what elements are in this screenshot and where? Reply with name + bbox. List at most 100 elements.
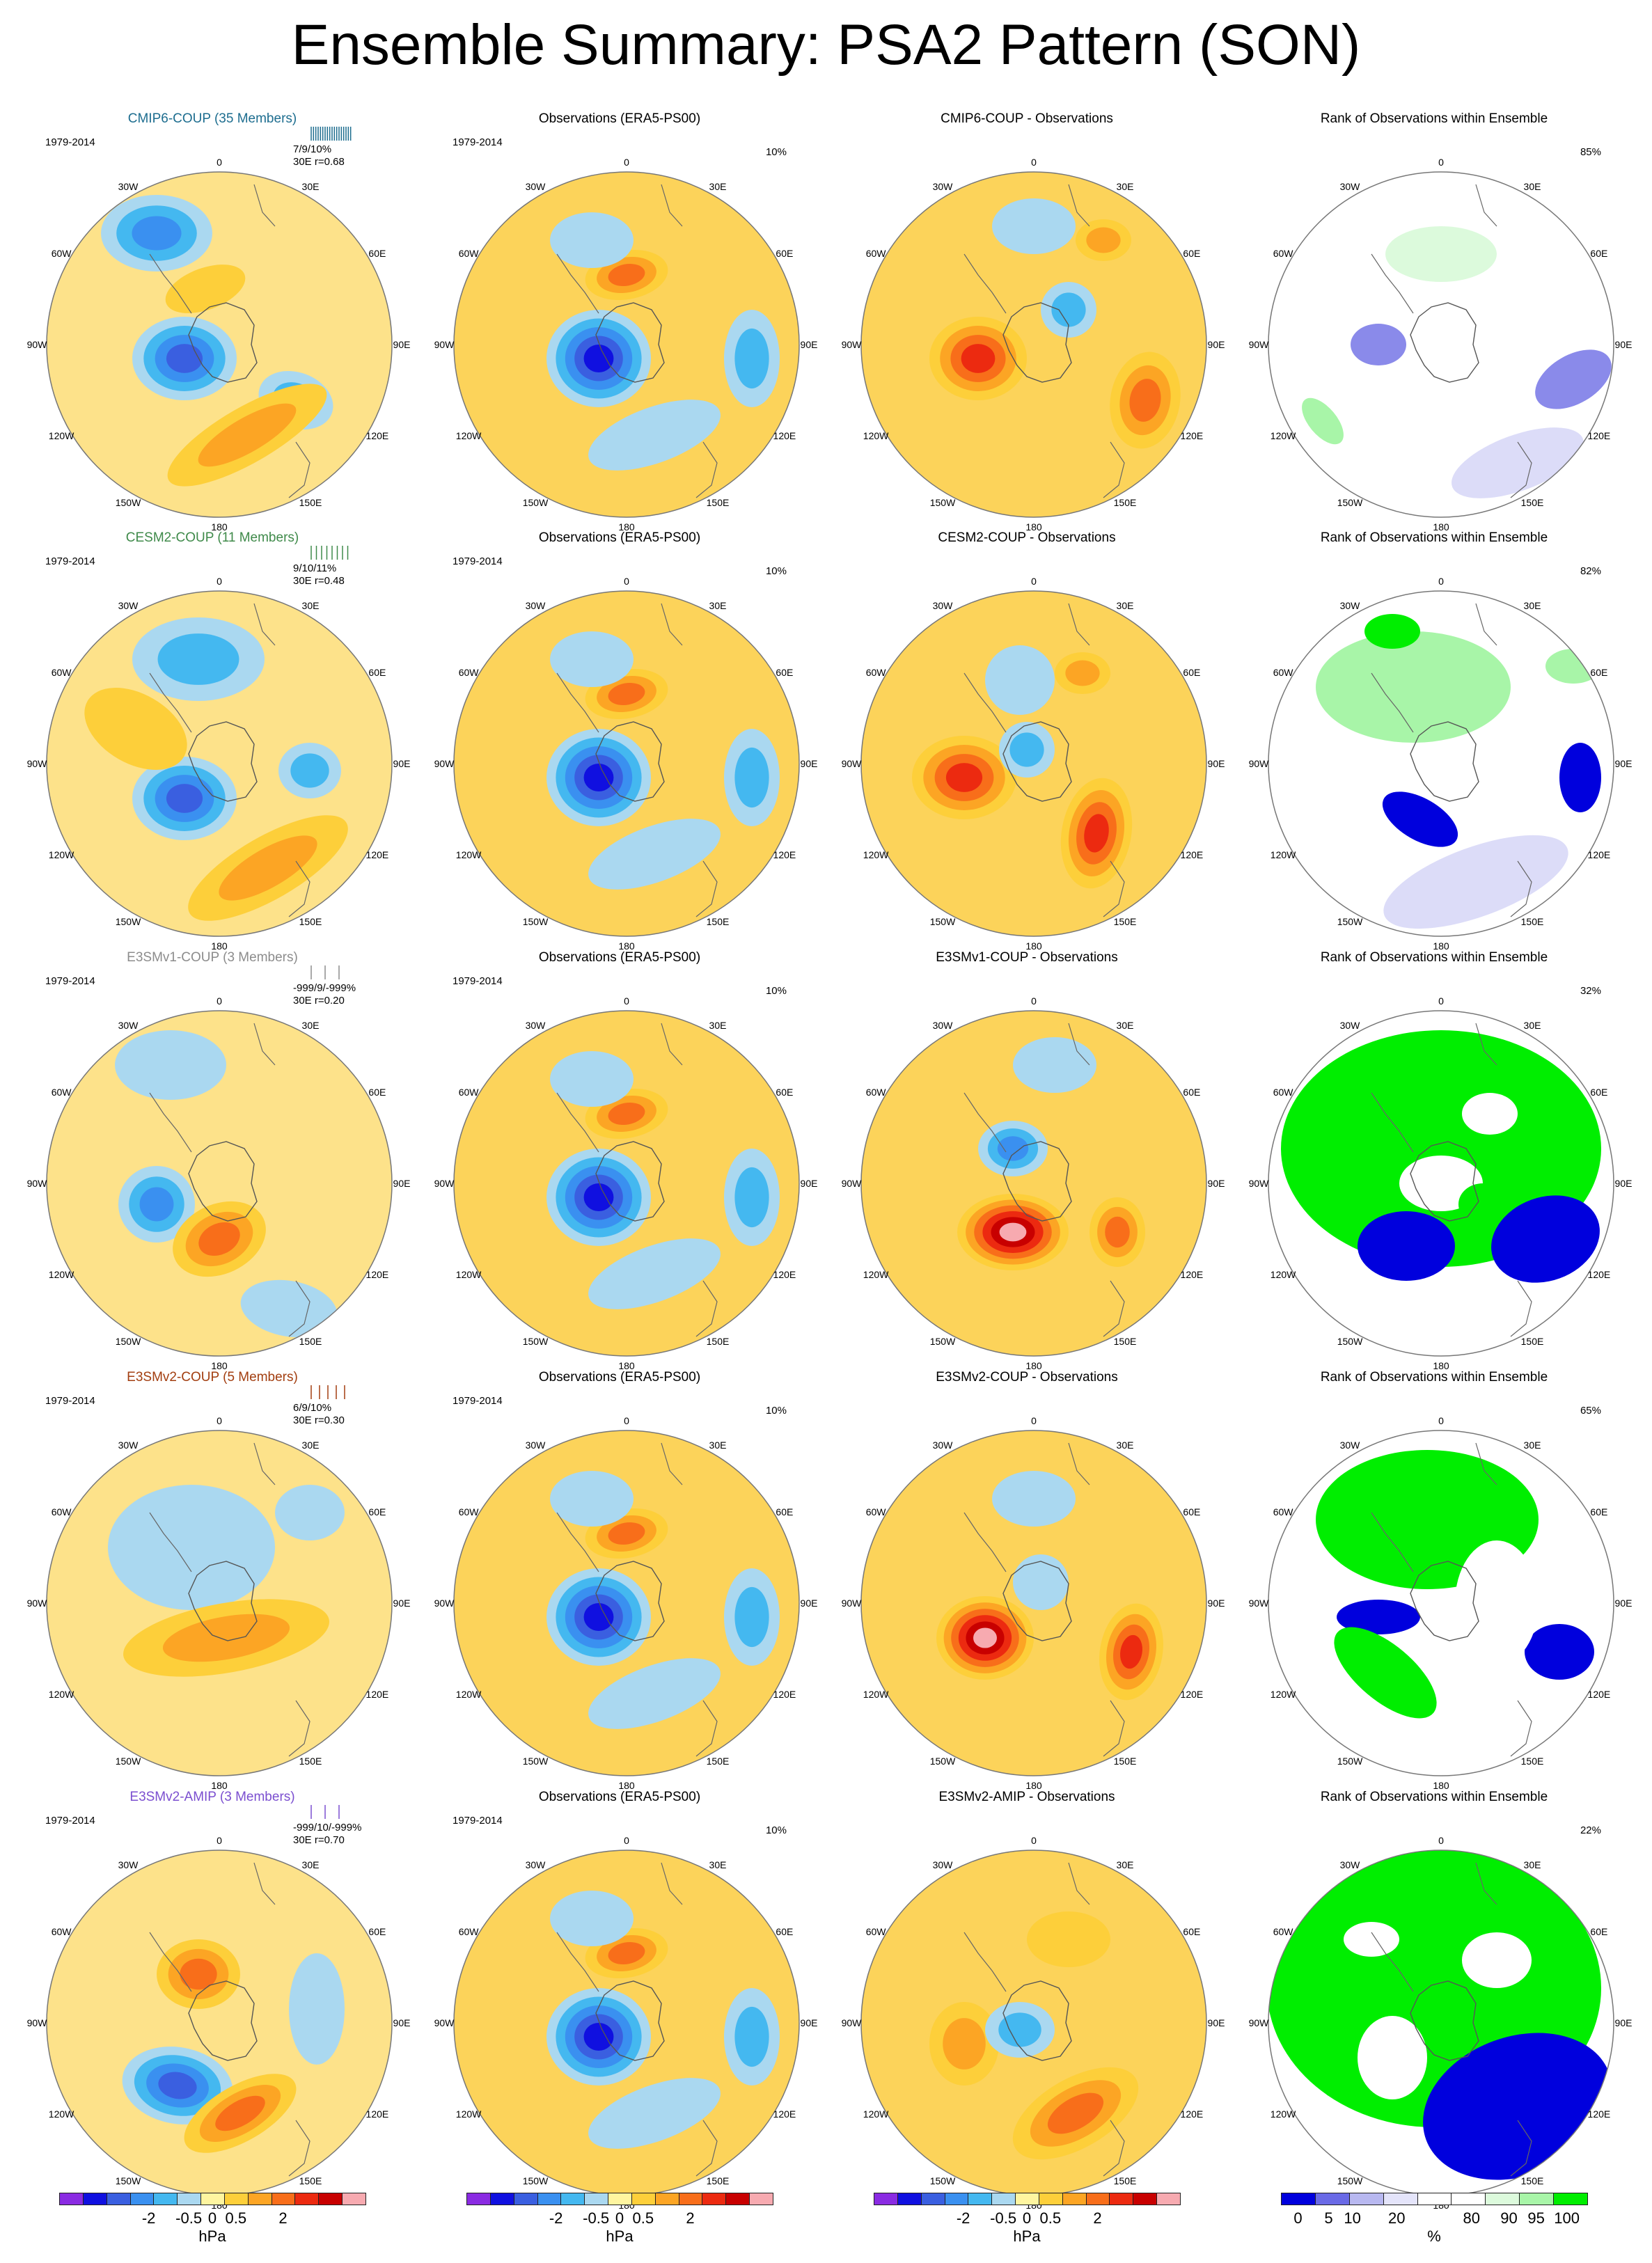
colorbar-swatch (991, 2193, 1016, 2205)
longitude-label: 120W (48, 1269, 74, 1280)
longitude-label: 60E (1183, 667, 1201, 678)
longitude-label: 120W (455, 849, 482, 860)
colorbar-swatch (513, 2193, 538, 2205)
longitude-label: 150W (929, 915, 956, 927)
longitude-label: 120E (1180, 1269, 1204, 1280)
rank-region (1358, 1211, 1455, 1281)
australia-outline (288, 1700, 310, 1757)
panel-obs-row2: Observations (ERA5-PS00) 1979-2014 10% 0 30E… (425, 530, 818, 952)
contour-band (165, 265, 246, 313)
longitude-label: 0 (624, 157, 629, 168)
rank-percent: 65% (1580, 1405, 1601, 1417)
colorbar-swatch (897, 2193, 922, 2205)
longitude-label: 120W (48, 1689, 74, 1700)
longitude-label: 30E (301, 1859, 320, 1871)
contour-band (583, 764, 614, 791)
polar-map-obs (453, 1429, 801, 1777)
contour-band (588, 400, 721, 471)
longitude-label: 60W (458, 248, 479, 259)
colorbar-swatch (920, 2193, 945, 2205)
africa-outline (1475, 603, 1497, 646)
polar-map-rank (1267, 1849, 1615, 2197)
contour-band (992, 1471, 1076, 1527)
colorbar-unit: hPa (1013, 2227, 1041, 2245)
longitude-label: 120W (863, 2108, 889, 2120)
colorbar-swatch (82, 2193, 107, 2205)
longitude-label: 180 (211, 1780, 228, 1791)
longitude-label: 150E (706, 1755, 730, 1767)
longitude-label: 30W (1339, 600, 1360, 612)
polar-map-model (45, 171, 393, 519)
longitude-label: 120E (365, 849, 389, 860)
longitude-label: 90E (1614, 758, 1633, 769)
longitude-label: 0 (1031, 576, 1037, 587)
south-america-outline (963, 1092, 1007, 1153)
africa-outline (1068, 1442, 1090, 1485)
colorbar-swatch (654, 2193, 679, 2205)
contour-band (588, 2078, 721, 2149)
longitude-label: 90W (841, 2017, 862, 2028)
contour-band (1065, 660, 1100, 686)
map-boundary (860, 1010, 1207, 1357)
correlation-stats: 30E r=0.70 (293, 1834, 345, 1846)
longitude-label: 90W (26, 2017, 47, 2028)
polar-map-diff (860, 590, 1208, 938)
member-ticks (290, 125, 374, 142)
longitude-label: 150E (1113, 496, 1137, 508)
longitude-label: 90E (393, 758, 411, 769)
longitude-label: 30E (709, 1440, 727, 1451)
contour-band (1027, 1911, 1110, 1967)
contour-band (550, 1471, 634, 1527)
variance-stats: 7/9/10% (293, 143, 332, 155)
longitude-label: 120E (1180, 430, 1204, 441)
longitude-label: 150W (929, 1335, 956, 1347)
longitude-label: 90E (1614, 1598, 1633, 1609)
contour-band (157, 633, 239, 685)
antarctica-outline (595, 1561, 665, 1641)
correlation-stats: 30E r=0.30 (293, 1414, 345, 1426)
longitude-label: 60W (865, 1506, 886, 1517)
longitude-label: 90E (1614, 2017, 1633, 2028)
longitude-label: 150W (522, 1335, 549, 1347)
polar-map-obs (453, 1849, 801, 2197)
africa-outline (1475, 1442, 1497, 1485)
contour-band (1013, 1037, 1096, 1093)
longitude-label: 180 (211, 1360, 228, 1371)
longitude-label: 180 (618, 1780, 635, 1791)
longitude-label: 120W (1270, 430, 1296, 441)
colorbar-swatch (968, 2193, 993, 2205)
longitude-label: 60W (51, 248, 72, 259)
contour-band (219, 835, 317, 901)
polar-map-rank (1267, 1009, 1615, 1357)
longitude-label: 30W (1339, 1020, 1360, 1032)
contour-band (588, 1238, 721, 1309)
polar-map-model (45, 590, 393, 938)
longitude-label: 90E (800, 758, 818, 769)
longitude-label: 180 (211, 521, 228, 533)
colorbar-swatch (678, 2193, 703, 2205)
rank-region (1559, 743, 1601, 812)
colorbar-swatch (1383, 2193, 1418, 2205)
longitude-label: 90W (841, 758, 862, 769)
longitude-label: 120E (365, 1269, 389, 1280)
longitude-label: 90E (800, 2017, 818, 2028)
contour-band (588, 1658, 721, 1729)
colorbar-swatch (631, 2193, 656, 2205)
longitude-label: 60W (1273, 248, 1293, 259)
contour-band (583, 1183, 614, 1211)
antarctica-outline (1002, 1561, 1072, 1641)
variance-explained: 10% (765, 1824, 787, 1836)
africa-outline (1068, 184, 1090, 227)
longitude-label: 180 (1025, 521, 1042, 533)
contour-band (997, 1136, 1029, 1161)
colorbar-swatch (1038, 2193, 1063, 2205)
colorbar-swatch (1062, 2193, 1087, 2205)
rank-region (1316, 631, 1511, 743)
colorbar-tick-label: 80 (1463, 2209, 1481, 2227)
longitude-label: 60E (1183, 1506, 1201, 1517)
contour-band (1129, 379, 1161, 422)
polar-map-obs (453, 171, 801, 519)
colorbar-tick-label: -2 (549, 2209, 563, 2227)
longitude-label: 30W (525, 1440, 546, 1451)
longitude-label: 90E (1207, 339, 1225, 350)
